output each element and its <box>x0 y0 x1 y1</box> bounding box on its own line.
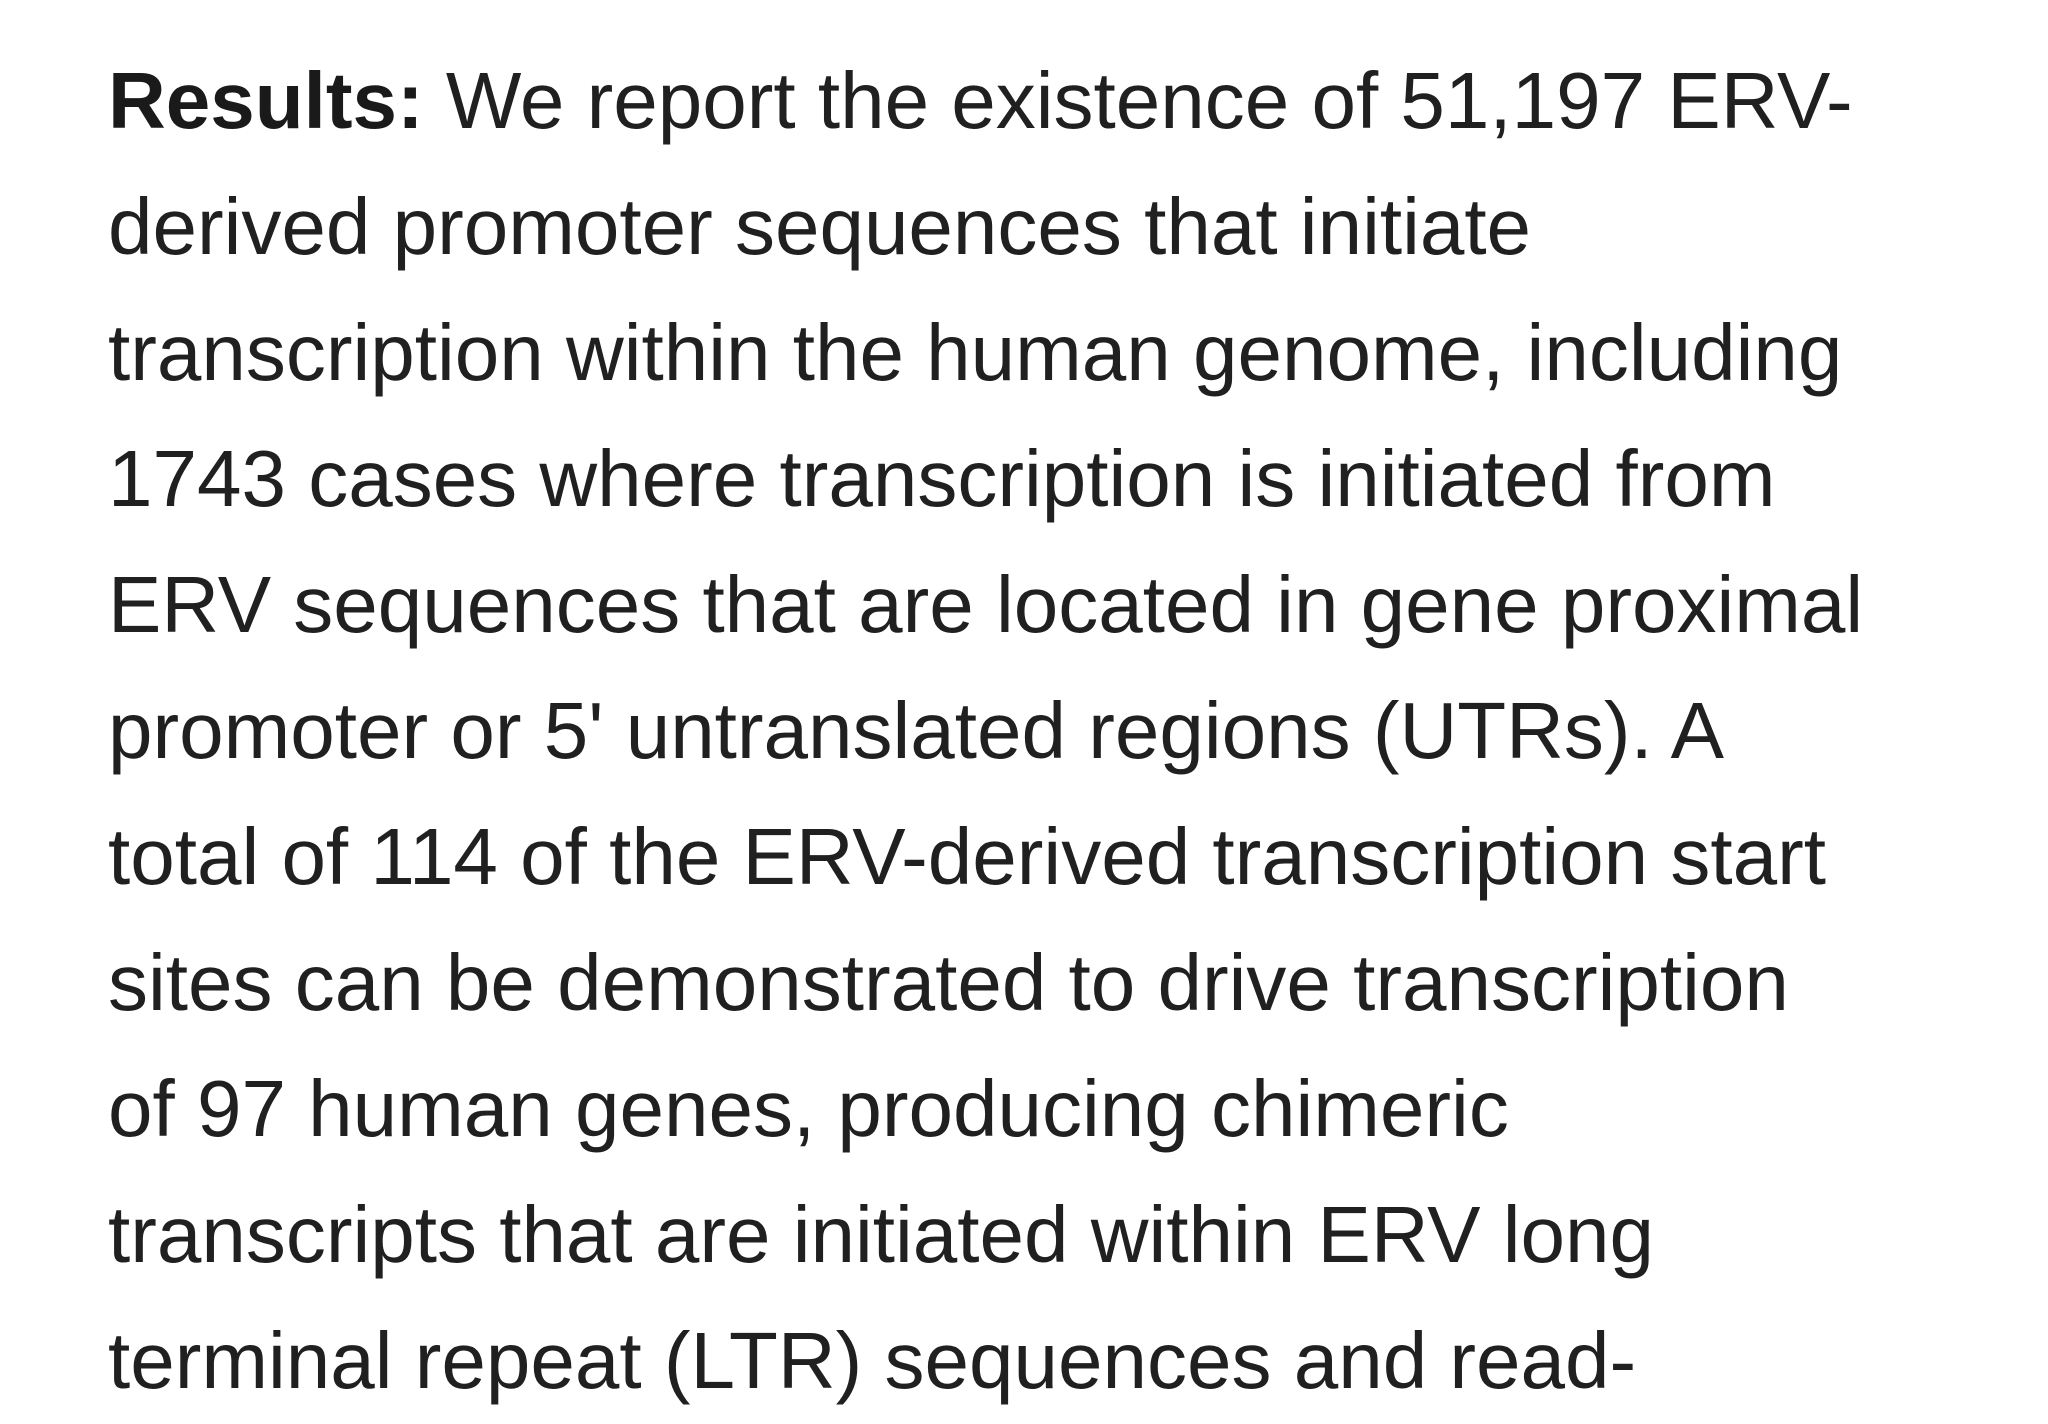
text-line-1: Results: We report the existence of 51,1… <box>108 38 2008 164</box>
text-line-3: transcription within the human genome, i… <box>108 308 1843 397</box>
text-line-4: 1743 cases where transcription is initia… <box>108 434 1776 523</box>
results-paragraph: Results: We report the existence of 51,1… <box>108 38 2008 1424</box>
text-line-7: total of 114 of the ERV-derived transcri… <box>108 812 1826 901</box>
results-label: Results: <box>108 56 424 145</box>
text-line-11: terminal repeat (LTR) sequences and read… <box>108 1316 1637 1405</box>
text-line-9: of 97 human genes, producing chimeric <box>108 1064 1509 1153</box>
text-line-6: promoter or 5' untranslated regions (UTR… <box>108 686 1724 775</box>
text-line-2: derived promoter sequences that initiate <box>108 182 1532 271</box>
text-line-10: transcripts that are initiated within ER… <box>108 1190 1654 1279</box>
text-line-5: ERV sequences that are located in gene p… <box>108 560 1864 649</box>
text-line-8: sites can be demonstrated to drive trans… <box>108 938 1789 1027</box>
text-line-1-content: We report the existence of 51,197 ERV- <box>423 56 1853 145</box>
